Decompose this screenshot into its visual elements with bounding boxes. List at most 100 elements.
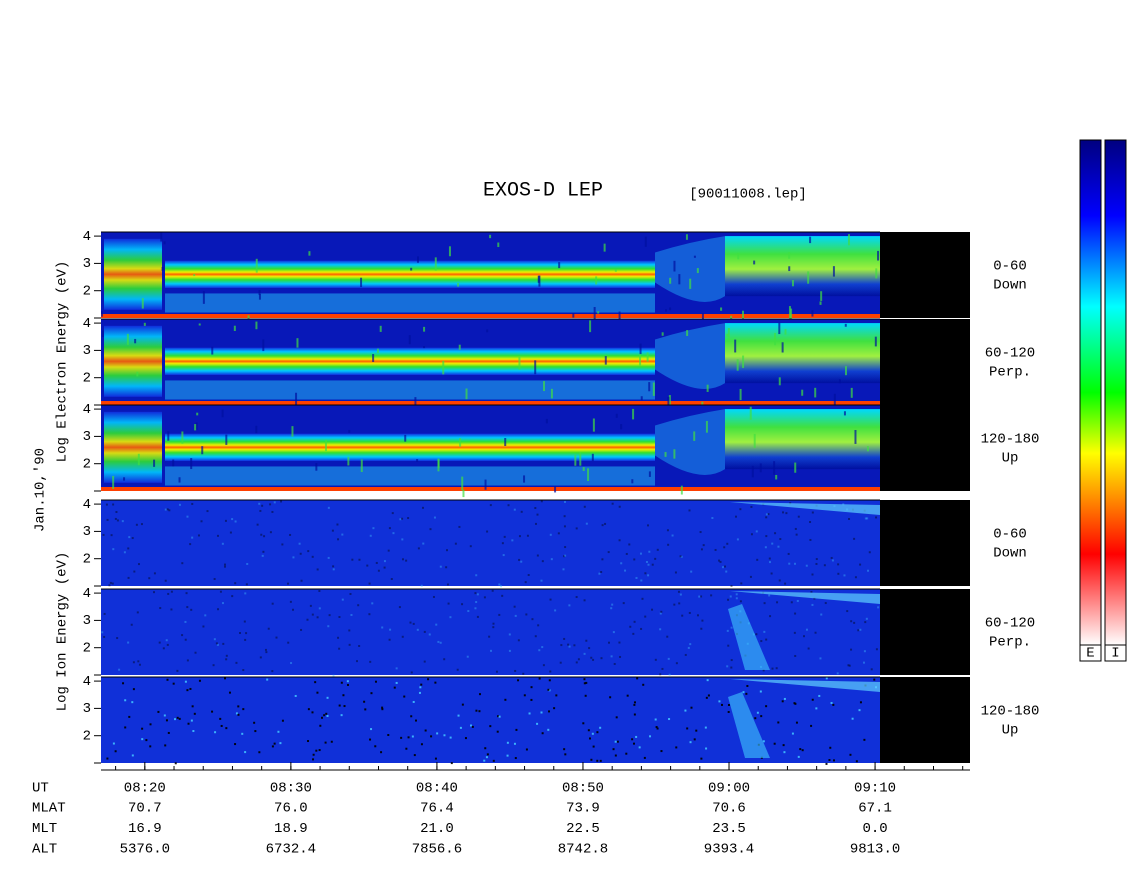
noise — [437, 640, 440, 643]
noise — [706, 679, 709, 682]
noise — [504, 698, 507, 701]
noise — [661, 667, 664, 670]
noise — [629, 625, 632, 628]
noise — [633, 620, 636, 623]
noise — [785, 512, 788, 515]
noise — [760, 715, 763, 718]
noise — [702, 544, 705, 547]
noise — [259, 509, 262, 512]
noise — [813, 597, 816, 600]
noise — [700, 548, 703, 551]
noise — [548, 710, 551, 713]
noise — [635, 576, 638, 579]
noise — [161, 266, 164, 271]
noise — [123, 477, 126, 481]
noise — [654, 557, 657, 560]
noise — [843, 411, 846, 416]
noise — [541, 560, 544, 563]
noise — [618, 505, 621, 508]
noise — [640, 396, 643, 401]
noise — [324, 741, 327, 744]
noise — [449, 616, 452, 619]
noise — [794, 462, 797, 473]
flux-band — [725, 409, 880, 470]
noise — [381, 706, 384, 709]
panel-range: 60-120 — [985, 616, 1035, 632]
noise — [181, 431, 184, 444]
noise — [128, 715, 131, 718]
panel-range: 60-120 — [985, 346, 1035, 362]
noise — [875, 648, 878, 651]
noise — [583, 682, 586, 685]
noise — [192, 730, 195, 733]
noise — [523, 475, 526, 483]
noise — [609, 696, 612, 699]
noise — [400, 736, 403, 739]
noise — [311, 711, 314, 714]
noise — [742, 691, 745, 694]
noise — [391, 512, 394, 515]
noise — [567, 643, 570, 646]
noise — [579, 452, 582, 466]
noise — [592, 745, 595, 748]
noise — [651, 608, 654, 611]
y-tick-label: 3 — [83, 429, 91, 445]
noise — [489, 725, 492, 728]
noise — [506, 754, 509, 757]
noise — [669, 277, 672, 284]
noise — [131, 537, 134, 540]
noise — [371, 602, 374, 605]
noise — [484, 747, 487, 750]
noise — [794, 612, 797, 615]
noise — [389, 628, 392, 631]
noise — [730, 659, 733, 662]
noise — [583, 505, 586, 508]
noise — [866, 517, 869, 520]
noise — [369, 738, 372, 741]
noise — [726, 542, 729, 545]
noise — [486, 753, 489, 756]
flux-band — [730, 502, 880, 515]
noise — [538, 677, 541, 680]
noise — [801, 749, 804, 752]
noise — [204, 614, 207, 617]
noise — [540, 500, 543, 503]
noise — [356, 660, 359, 663]
noise — [405, 559, 408, 562]
noise — [640, 627, 643, 630]
noise — [401, 635, 404, 638]
noise — [877, 250, 880, 261]
noise — [779, 538, 782, 541]
noise — [172, 682, 175, 685]
noise — [563, 515, 566, 518]
noise — [213, 578, 216, 581]
noise — [343, 705, 346, 708]
no-data — [880, 589, 970, 675]
noise — [466, 655, 469, 658]
noise — [698, 595, 701, 598]
noise — [751, 465, 754, 478]
noise — [734, 515, 737, 518]
noise — [498, 583, 501, 586]
noise — [830, 556, 833, 559]
noise — [315, 749, 318, 752]
noise — [186, 689, 189, 692]
noise — [635, 735, 638, 738]
noise — [504, 438, 507, 447]
noise — [854, 576, 857, 579]
noise — [622, 602, 625, 605]
noise — [201, 446, 204, 455]
noise — [260, 533, 263, 536]
noise — [437, 458, 440, 472]
noise — [700, 757, 703, 760]
noise — [705, 420, 708, 433]
orbit-value: 9393.4 — [704, 842, 754, 858]
noise — [287, 641, 290, 644]
noise — [115, 511, 118, 514]
noise — [794, 654, 797, 657]
noise — [167, 592, 170, 595]
noise — [198, 323, 201, 326]
noise — [149, 745, 152, 748]
noise — [341, 598, 344, 601]
noise — [644, 572, 647, 575]
